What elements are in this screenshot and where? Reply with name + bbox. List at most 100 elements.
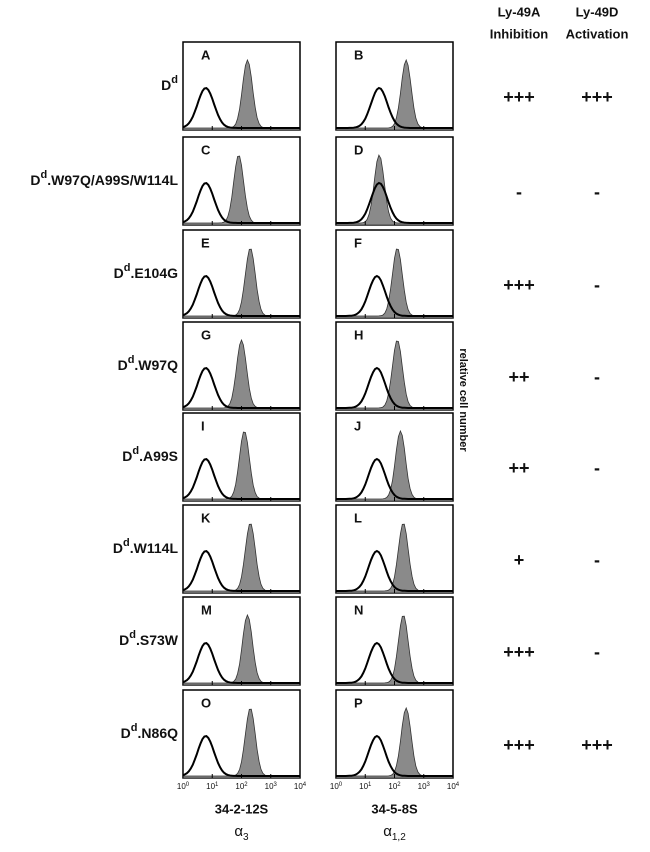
label-base: D <box>161 77 171 93</box>
antibody-name: 34-2-12S <box>215 801 269 816</box>
label-sup: d <box>124 262 131 274</box>
control-histogram <box>336 549 453 592</box>
tick-exp: 3 <box>427 782 431 788</box>
panel-letter: G <box>201 327 211 342</box>
row-label: Dd.S73W <box>119 629 179 648</box>
label-base: D <box>114 265 124 281</box>
tick-base: 10 <box>359 782 368 791</box>
label-sup: d <box>41 169 48 181</box>
panel-letter: D <box>354 142 363 157</box>
tick-exp: 4 <box>456 782 460 788</box>
inhibition: +++ <box>503 275 535 295</box>
row-label: Dd.W114L <box>113 537 179 556</box>
control-histogram <box>336 181 453 224</box>
label-sup: d <box>128 354 135 366</box>
control-histogram <box>336 86 453 129</box>
tick-base: 10 <box>235 782 244 791</box>
tick-exp: 0 <box>186 782 190 788</box>
tick-exp: 2 <box>397 782 401 788</box>
inhibition: ++ <box>508 458 529 478</box>
control-histogram <box>336 457 453 500</box>
x-tick-label: 100 <box>177 782 190 792</box>
tick-base: 10 <box>265 782 274 791</box>
panel-letter: J <box>354 418 361 433</box>
activation: +++ <box>581 735 613 755</box>
activation: - <box>594 182 600 202</box>
x-tick-label: 101 <box>206 782 219 792</box>
control-histogram <box>336 274 453 317</box>
label-sup: d <box>132 445 139 457</box>
specificity-sub: 3 <box>243 832 249 843</box>
panel-letter: C <box>201 142 211 157</box>
tick-base: 10 <box>294 782 303 791</box>
inhibition: ++ <box>508 367 529 387</box>
panel-letter: I <box>201 418 205 433</box>
tick-base: 10 <box>388 782 397 791</box>
tick-exp: 4 <box>303 782 307 788</box>
panel-letter: F <box>354 235 362 250</box>
tick-base: 10 <box>330 782 339 791</box>
specificity-sub: 1,2 <box>392 832 406 843</box>
tick-base: 10 <box>418 782 427 791</box>
label-base: D <box>113 540 123 556</box>
label-rest: .S73W <box>136 632 179 648</box>
activation: +++ <box>581 87 613 107</box>
activation: - <box>594 458 600 478</box>
label-base: D <box>119 632 129 648</box>
tick-exp: 0 <box>339 782 343 788</box>
column-header: Inhibition <box>490 26 549 41</box>
panel-letter: K <box>201 510 211 525</box>
inhibition: +++ <box>503 87 535 107</box>
label-rest: .A99S <box>139 448 178 464</box>
activation: - <box>594 642 600 662</box>
panel-letter: P <box>354 695 363 710</box>
inhibition: +++ <box>503 735 535 755</box>
row-label: Dd.W97Q/A99S/W114L <box>30 169 178 188</box>
panel-letter: A <box>201 47 211 62</box>
x-tick-label: 104 <box>294 782 307 792</box>
panel-letter: M <box>201 602 212 617</box>
label-sup: d <box>129 629 136 641</box>
tick-exp: 1 <box>368 782 372 788</box>
row-label: Dd.A99S <box>122 445 178 464</box>
inhibition: - <box>516 182 522 202</box>
row-label: Dd.N86Q <box>121 722 178 741</box>
column-header: Activation <box>566 26 629 41</box>
panel-frame <box>182 504 301 594</box>
tick-base: 10 <box>447 782 456 791</box>
panel-letter: H <box>354 327 363 342</box>
x-tick-label: 102 <box>388 782 401 792</box>
x-tick-label: 101 <box>359 782 372 792</box>
label-base: D <box>121 725 131 741</box>
label-rest: .N86Q <box>138 725 179 741</box>
control-histogram <box>336 641 453 684</box>
label-sup: d <box>131 722 138 734</box>
tick-exp: 1 <box>215 782 219 788</box>
label-rest: .E104G <box>131 265 179 281</box>
panel-letter: L <box>354 510 362 525</box>
x-tick-label: 103 <box>265 782 278 792</box>
control-histogram <box>336 366 453 409</box>
specificity: α <box>383 823 392 840</box>
label-base: D <box>118 357 128 373</box>
antibody-specificity: α3 <box>234 823 249 843</box>
row-label: Dd <box>161 74 178 93</box>
panel-letter: N <box>354 602 363 617</box>
label-base: D <box>122 448 132 464</box>
activation: - <box>594 275 600 295</box>
row-label: Dd.W97Q <box>118 354 179 373</box>
antibody-specificity: α1,2 <box>383 823 406 843</box>
tick-base: 10 <box>177 782 186 791</box>
row-label: Dd.E104G <box>114 262 178 281</box>
column-header: Ly-49A <box>498 4 541 19</box>
tick-exp: 2 <box>244 782 248 788</box>
label-base: D <box>30 172 40 188</box>
inhibition: +++ <box>503 642 535 662</box>
x-tick-label: 104 <box>447 782 460 792</box>
activation: - <box>594 367 600 387</box>
label-rest: .W114L <box>130 540 179 556</box>
label-rest: .W97Q <box>134 357 178 373</box>
x-tick-label: 102 <box>235 782 248 792</box>
x-tick-label: 100 <box>330 782 343 792</box>
panel-frame <box>335 41 454 131</box>
